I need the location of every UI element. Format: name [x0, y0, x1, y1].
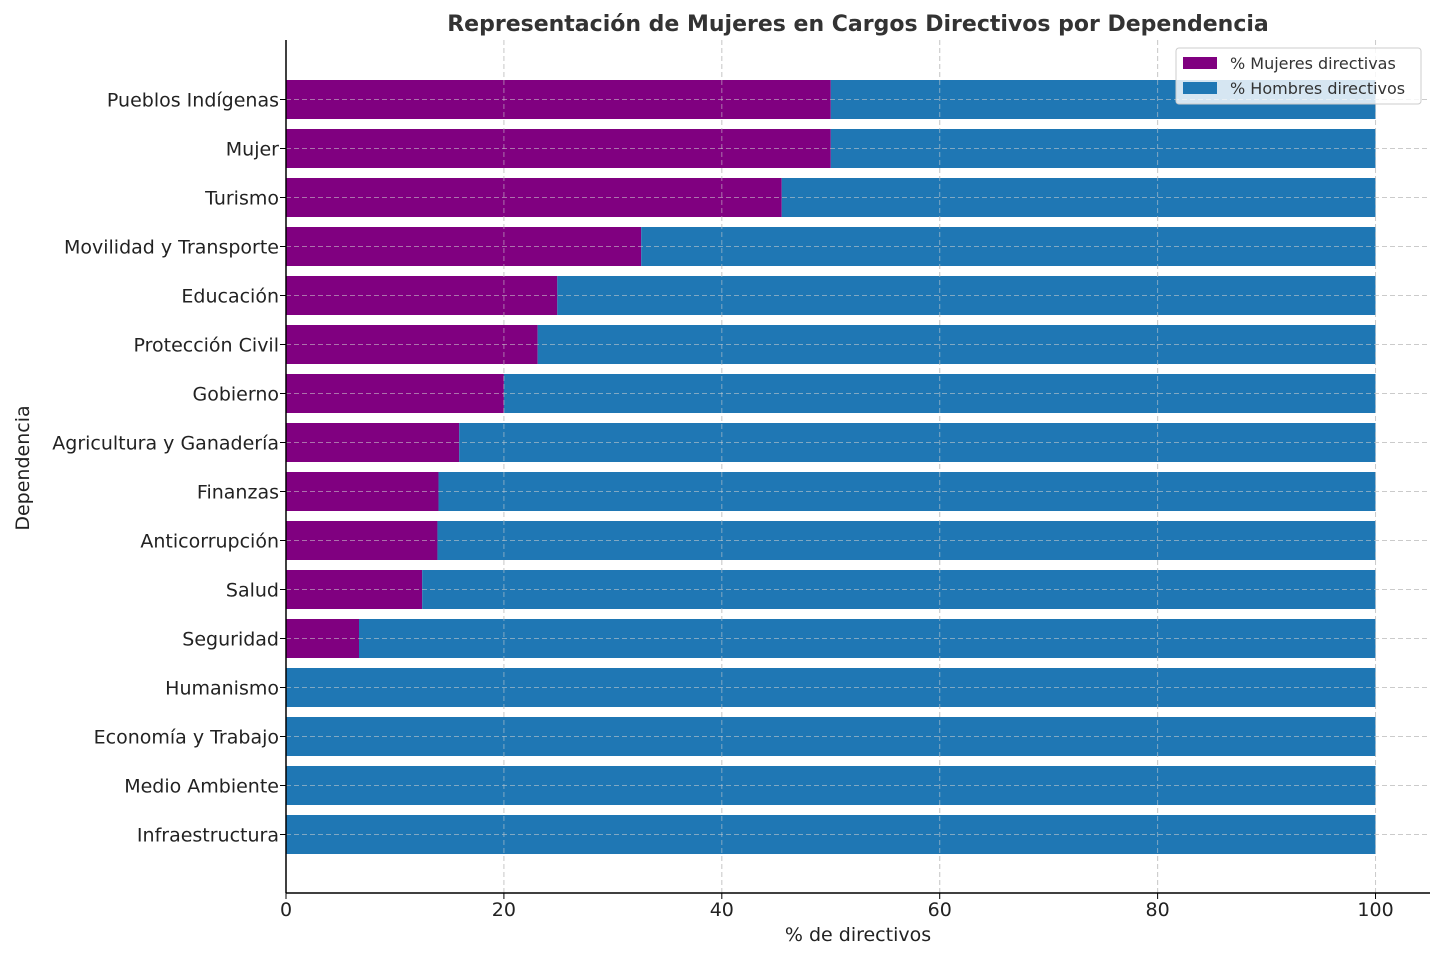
legend-box — [1175, 47, 1422, 105]
y-tick-label: Mujer — [226, 139, 279, 161]
legend-label: % Hombres directivos — [1230, 79, 1405, 98]
legend-label: % Mujeres directivas — [1230, 54, 1396, 73]
y-tick-label: Protección Civil — [133, 335, 279, 357]
bar-hombres — [537, 325, 1376, 364]
x-tick-label: 60 — [928, 899, 952, 921]
chart-title: Representación de Mujeres en Cargos Dire… — [447, 12, 1269, 37]
x-axis-label: % de directivos — [785, 924, 931, 946]
x-tick-label: 100 — [1357, 899, 1393, 921]
y-tick-label: Turismo — [204, 188, 279, 210]
x-tick-label: 80 — [1146, 899, 1170, 921]
y-tick-label: Agricultura y Ganadería — [52, 433, 279, 455]
y-tick-label: Movilidad y Transporte — [64, 237, 279, 259]
legend-swatch — [1183, 57, 1217, 69]
y-tick-label: Seguridad — [182, 629, 279, 651]
y-tick-label: Educación — [181, 286, 279, 308]
x-tick-label: 0 — [280, 899, 292, 921]
x-tick-label: 40 — [710, 899, 734, 921]
x-tick-label: 20 — [492, 899, 516, 921]
bar-mujeres — [286, 325, 538, 364]
y-tick-label: Pueblos Indígenas — [107, 90, 279, 112]
y-axis-label: Dependencia — [12, 405, 34, 530]
legend: % Mujeres directivas % Hombres directivos — [1175, 47, 1422, 105]
y-tick-label: Finanzas — [197, 482, 279, 504]
bars — [285, 40, 1430, 893]
y-tick-label: Infraestructura — [137, 825, 279, 847]
y-tick-label: Medio Ambiente — [124, 776, 279, 798]
y-tick-label: Salud — [226, 580, 279, 602]
y-tick-label: Economía y Trabajo — [94, 727, 279, 749]
y-tick-label: Anticorrupción — [140, 531, 279, 553]
axes: Pueblos Indígenas Mujer Turismo Movilidad y… — [52, 40, 1430, 921]
y-tick-label: Humanismo — [165, 678, 279, 700]
legend-swatch — [1183, 82, 1217, 94]
y-tick-label: Gobierno — [192, 384, 279, 406]
